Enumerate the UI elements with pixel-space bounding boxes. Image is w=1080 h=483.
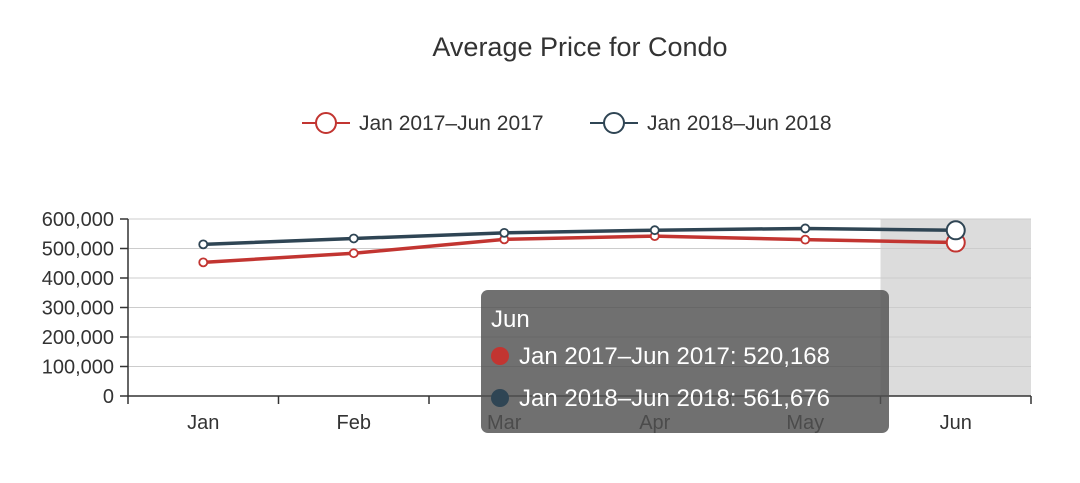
x-tick-label: Jan <box>187 412 219 434</box>
legend-item-2017[interactable]: Jan 2017–Jun 2017 <box>302 112 544 135</box>
series-color-dot <box>491 389 509 407</box>
series-color-dot <box>491 347 509 365</box>
series-line <box>203 226 956 247</box>
data-point <box>499 227 510 238</box>
tooltip-row-2018: Jan 2018–Jun 2018: 561,676 <box>491 378 879 420</box>
y-tick-label: 100,000 <box>42 357 114 379</box>
data-point <box>198 257 209 268</box>
tooltip-row-label: Jan 2018–Jun 2018: 561,676 <box>519 385 830 412</box>
y-tick-label: 400,000 <box>42 268 114 290</box>
y-tick-label: 200,000 <box>42 327 114 349</box>
data-point <box>800 234 811 245</box>
data-point <box>348 248 359 259</box>
tooltip-title: Jun <box>491 306 530 333</box>
data-point <box>945 220 966 241</box>
x-tick-label: Feb <box>337 412 371 434</box>
data-point <box>800 223 811 234</box>
tooltip: Jun Jan 2017–Jun 2017: 520,168 Jan 2018–… <box>481 290 889 433</box>
data-point <box>649 225 660 236</box>
legend: Jan 2017–Jun 2017 Jan 2018–Jun 2018 <box>302 112 832 135</box>
y-tick-label: 0 <box>103 386 114 408</box>
data-point <box>348 233 359 244</box>
legend-item-2018[interactable]: Jan 2018–Jun 2018 <box>590 112 832 135</box>
tooltip-row-label: Jan 2017–Jun 2017: 520,168 <box>519 343 830 370</box>
data-point <box>198 239 209 250</box>
series-line <box>203 234 956 265</box>
legend-label-2017: Jan 2017–Jun 2017 <box>359 112 544 135</box>
tooltip-row-2017: Jan 2017–Jun 2017: 520,168 <box>491 336 879 378</box>
legend-label-2018: Jan 2018–Jun 2018 <box>647 112 832 135</box>
chart-title: Average Price for Condo <box>432 32 727 62</box>
y-tick-label: 300,000 <box>42 298 114 320</box>
y-tick-label: 600,000 <box>42 209 114 231</box>
y-tick-label: 500,000 <box>42 239 114 261</box>
x-tick-label: Jun <box>940 412 972 434</box>
